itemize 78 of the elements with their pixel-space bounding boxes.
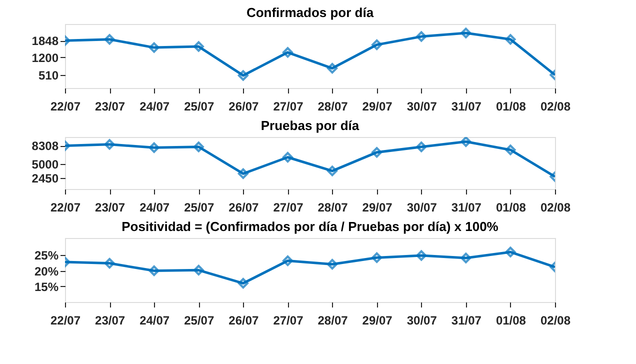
point — [148, 142, 160, 153]
point — [238, 278, 248, 289]
x-tick-label: 22/07 — [50, 200, 81, 214]
point — [326, 166, 338, 176]
x-tick-label: 28/07 — [318, 314, 348, 328]
point — [460, 137, 472, 147]
point — [104, 258, 115, 269]
point — [505, 34, 516, 45]
point — [460, 252, 472, 264]
x-tick-label: 31/07 — [451, 200, 482, 214]
x-tick-label: 26/07 — [228, 200, 260, 214]
x-tick-label: 31/07 — [451, 100, 482, 114]
x-tick-label: 22/07 — [50, 100, 81, 114]
x-tick-label: 02/08 — [540, 314, 571, 328]
point — [104, 139, 115, 150]
chart-title: Confirmados por día — [246, 5, 374, 20]
x-tick-label: 25/07 — [184, 200, 214, 214]
point — [372, 147, 382, 158]
point — [282, 47, 294, 58]
point — [416, 142, 427, 152]
x-tick-label: 01/08 — [496, 314, 526, 328]
point — [238, 168, 248, 179]
x-tick-label: 27/07 — [273, 100, 304, 114]
point — [372, 252, 382, 263]
x-tick-label: 26/07 — [228, 314, 260, 328]
y-tick-label: 20% — [34, 264, 59, 278]
x-tick-label: 23/07 — [95, 314, 126, 328]
x-tick-label: 31/07 — [451, 314, 482, 328]
x-tick-label: 27/07 — [273, 200, 304, 214]
y-tick-label: 510 — [38, 68, 59, 82]
point — [505, 246, 516, 258]
point — [416, 250, 427, 261]
point — [193, 142, 204, 152]
point — [460, 28, 472, 38]
y-tick-label: 1200 — [32, 50, 59, 65]
x-tick-label: 02/08 — [540, 100, 571, 114]
x-tick-label: 01/08 — [496, 100, 526, 114]
x-tick-label: 02/08 — [540, 200, 571, 214]
chart-title: Positividad = (Confirmados por día / Pruebas por día) x 100% — [122, 219, 499, 234]
x-tick-label: 23/07 — [95, 100, 126, 114]
y-tick-label: 2450 — [32, 171, 59, 186]
point — [148, 42, 160, 53]
point — [193, 264, 204, 276]
x-tick-label: 29/07 — [362, 314, 393, 328]
x-tick-label: 01/08 — [496, 200, 526, 214]
point — [104, 34, 115, 45]
x-tick-label: 30/07 — [406, 100, 438, 114]
y-tick-label: 5000 — [32, 157, 59, 172]
point — [326, 258, 338, 270]
y-tick-label: 25% — [34, 248, 59, 263]
point — [282, 152, 294, 163]
point — [372, 39, 382, 50]
x-tick-label: 23/07 — [95, 200, 126, 214]
x-tick-label: 24/07 — [140, 200, 170, 214]
x-tick-label: 24/07 — [140, 100, 170, 114]
x-tick-label: 25/07 — [184, 100, 214, 114]
point — [148, 265, 160, 276]
y-tick-label: 1848 — [32, 34, 59, 48]
y-tick-label: 8308 — [32, 139, 59, 154]
x-tick-label: 30/07 — [406, 200, 438, 214]
x-tick-label: 25/07 — [184, 314, 214, 328]
point — [416, 31, 427, 42]
x-tick-label: 27/07 — [273, 314, 304, 328]
point — [193, 41, 204, 52]
x-tick-label: 28/07 — [318, 100, 348, 114]
x-tick-label: 24/07 — [140, 314, 170, 328]
x-tick-label: 29/07 — [362, 100, 393, 114]
x-tick-label: 30/07 — [406, 314, 438, 328]
y-tick-label: 15% — [34, 280, 59, 294]
point — [326, 63, 338, 74]
point — [238, 70, 248, 81]
point — [282, 256, 294, 266]
x-tick-label: 22/07 — [50, 314, 81, 328]
chart-title: Pruebas por día — [260, 118, 360, 133]
x-tick-label: 26/07 — [228, 100, 260, 114]
x-tick-label: 29/07 — [362, 200, 393, 214]
x-tick-label: 28/07 — [318, 200, 348, 214]
point — [505, 144, 516, 156]
